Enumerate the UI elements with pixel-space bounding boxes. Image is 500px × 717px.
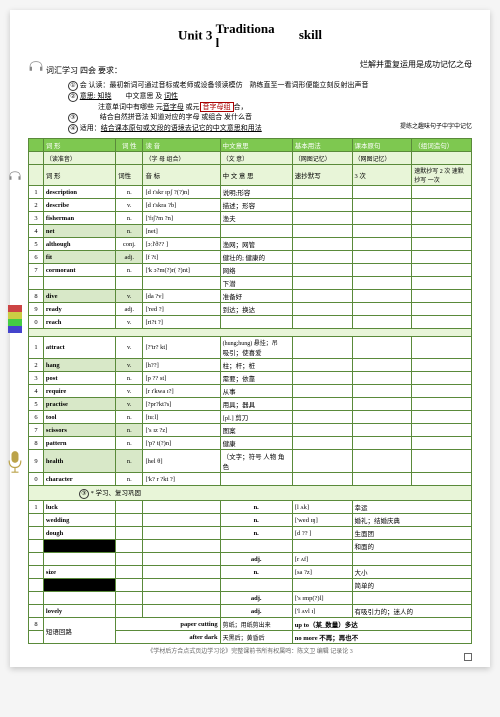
headphone-icon <box>28 59 44 73</box>
headphone-icon-side <box>8 170 22 188</box>
table-row: sizen.[sa ?z]大小 <box>29 566 472 579</box>
table-row: 下潜 <box>29 277 472 290</box>
vocab-table: 词 形 词 性 读 音 中文意思 基本用法 课本原句 （组词造句） （读准音）（… <box>28 138 472 644</box>
table-row: 8divev.[da ?v]准备好 <box>29 290 472 303</box>
table-row: 6fitadj.[f ?t]健壮的; 健康的 <box>29 251 472 264</box>
table-row: 4requirev.[r ɪ'kwa ɪ?]从事 <box>29 385 472 398</box>
table-row: 简单的 <box>29 579 472 592</box>
table-row: 9readyadj.['red ?]到达；换达 <box>29 303 472 316</box>
header-right: 烂解并重复运用是成功记忆之母 <box>360 59 472 76</box>
table-row: doughn.[d ?? ]生面团 <box>29 527 472 540</box>
header-left: 词汇学习 四会 要求： <box>46 66 122 75</box>
table-row: 1descriptionn.[d ɪ'skr ɪpʃ ?(?)n]说明;形容 <box>29 186 472 199</box>
table-row: 7cormorantn.['k ɔ?m(?)r( ?)nt]网络 <box>29 264 472 277</box>
table-row: 3postn.[p ?? st]需要；依靠 <box>29 372 472 385</box>
page-title: Unit 3 Traditiona l skill <box>28 22 472 51</box>
table-row: 5practisev.[?pr?kt?s]用具；器具 <box>29 398 472 411</box>
table-row: 2hangv.[h??]柱；杆；桩 <box>29 359 472 372</box>
color-bar-icon <box>8 305 22 323</box>
study-notes: ① 会 认读：最初新词可通过音标或老师或设备领读模仿 熟练直至一看词形便能立刻反… <box>68 80 472 135</box>
table-row: 3fishermann.[ʹfɪʃ?m ?n]渔夫 <box>29 212 472 225</box>
table-row: 2describev.[d ɪ'skra ?b]描述；形容 <box>29 199 472 212</box>
table-row: adj.[r ʌf] <box>29 553 472 566</box>
table-row: adj.['s ɪmp(?)l] <box>29 592 472 605</box>
table-row: 1attractv.[?'tr? kt](hung;hung) 悬挂；吊吸引；使… <box>29 337 472 359</box>
footnote: 《学材后方合点式页边学习论》完整课前书所有权属鸣：陈文卫 编辑 记录论 3 <box>28 646 472 655</box>
table-row: 和面的 <box>29 540 472 553</box>
table-row: 5althoughconj.[ɔːl'ð?? ]渔网；网管 <box>29 238 472 251</box>
table-row: 9healthn.[hel θ]（文字；符号 人物 角色 <box>29 450 472 473</box>
table-row: lovelyadj.['l ʌvl ɪ]有吸引力的；迷人的 <box>29 605 472 618</box>
mic-icon <box>8 450 22 468</box>
table-row: 0charactern.['k? r ?kt ?] <box>29 473 472 486</box>
table-row: weddingn.['wed ɪŋ]婚礼；结婚庆典 <box>29 514 472 527</box>
table-row: 1luckn.[l ʌk]幸运 <box>29 501 472 514</box>
table-row: 7scissorsn.[ʹs ɪz ?z]图案 <box>29 424 472 437</box>
table-row: 0reachv.[ri?t ?] <box>29 316 472 329</box>
table-row: 8patternn.[ʹp? t(?)n]健康 <box>29 437 472 450</box>
page-corner <box>464 653 472 661</box>
table-row: 6tooln.[tuːl][pl.] 剪刀 <box>29 411 472 424</box>
table-row: 4netn.[net] <box>29 225 472 238</box>
